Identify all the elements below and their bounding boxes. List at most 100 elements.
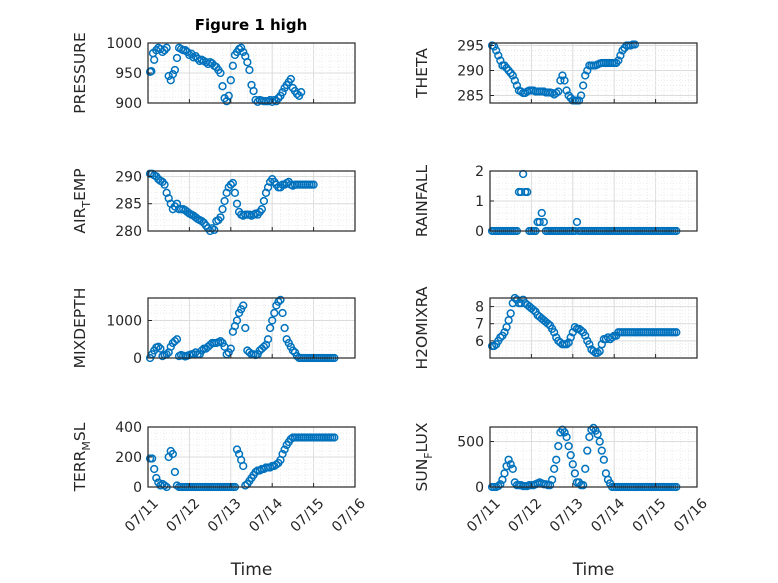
data-point <box>616 51 625 60</box>
data-point <box>228 178 238 188</box>
data-point <box>147 454 157 463</box>
data-point <box>508 71 517 80</box>
data-point <box>597 340 606 349</box>
data-point <box>496 480 505 489</box>
data-point <box>152 473 161 483</box>
data-point <box>170 336 180 346</box>
y-axis-label: H2OMIXRA <box>413 286 431 369</box>
data-point <box>585 432 594 442</box>
y-axis-label-sub: T <box>80 201 93 209</box>
y-axis-label-suffix: LUX <box>413 422 431 452</box>
y-tick-label: 0 <box>475 480 484 496</box>
y-tick-label: 290 <box>115 169 142 185</box>
data-point <box>583 446 592 455</box>
y-tick-label: 285 <box>115 197 142 213</box>
data-point <box>292 89 302 99</box>
data-point <box>191 52 200 61</box>
data-point <box>550 464 559 473</box>
data-point <box>278 88 287 97</box>
terr-msl-subplot: 0 200 400 07/11 07/12 07/13 07/14 07/15 07/16 TER… <box>71 420 369 580</box>
data-point <box>259 342 269 351</box>
data-point <box>579 481 588 490</box>
y-tick-label: 1000 <box>106 36 142 52</box>
data-point <box>330 433 339 442</box>
data-point <box>268 316 277 325</box>
data-point <box>197 346 206 355</box>
data-point <box>232 445 242 454</box>
data-point <box>562 86 571 95</box>
data-point <box>607 333 617 342</box>
theta-series <box>487 40 640 105</box>
x-axis-label: Time <box>230 560 273 580</box>
data-point <box>489 341 499 351</box>
data-point <box>278 449 287 459</box>
x-tick-label: 07/16 <box>329 496 369 536</box>
data-point <box>158 47 167 57</box>
data-point <box>237 43 246 52</box>
data-point <box>150 55 159 64</box>
plot-area <box>148 298 355 358</box>
data-point <box>585 340 594 349</box>
data-point <box>630 40 640 49</box>
data-point <box>506 460 515 469</box>
data-point <box>494 51 503 60</box>
data-point <box>172 335 182 344</box>
data-point <box>172 53 182 63</box>
data-point <box>216 68 225 78</box>
data-point <box>614 56 623 65</box>
y-axis-label-main: RAINFALL <box>413 164 431 237</box>
data-point <box>278 308 287 318</box>
data-point <box>210 225 219 235</box>
data-point <box>162 43 171 52</box>
pressure-series <box>145 43 306 106</box>
y-tick-label: 295 <box>457 39 484 55</box>
y-tick-label: 285 <box>457 89 484 105</box>
data-point <box>562 432 571 442</box>
data-point <box>309 180 318 189</box>
x-tick-label: 07/15 <box>288 496 328 536</box>
data-point <box>535 217 544 227</box>
data-point <box>593 430 602 439</box>
y-tick-label: 7 <box>475 317 484 333</box>
data-point <box>208 224 217 233</box>
y-tick-label: 1 <box>475 194 484 210</box>
data-point <box>257 205 267 214</box>
y-axis-label: TERRMSL <box>71 422 93 492</box>
y-axis-label: MIXDEPTH <box>71 288 89 369</box>
y-axis-label-main: H2OMIXRA <box>413 286 431 369</box>
data-point <box>556 76 565 85</box>
x-tick-label: 07/14 <box>246 496 286 536</box>
y-axis-label: THETA <box>413 48 431 99</box>
y-tick-label: 200 <box>115 450 142 466</box>
data-point <box>160 46 169 55</box>
data-point <box>496 333 505 342</box>
x-tick-label: 07/13 <box>547 496 587 536</box>
y-axis-label-main: TERR <box>71 450 89 492</box>
air-temp-subplot: 280 285 290 AIRTEMP <box>71 168 356 240</box>
axes-box <box>489 42 698 104</box>
data-point <box>595 437 604 446</box>
data-point <box>170 467 180 477</box>
data-point <box>156 344 165 353</box>
data-point <box>232 199 242 208</box>
data-point <box>560 428 569 437</box>
plot-area <box>148 171 355 231</box>
data-point <box>226 76 235 85</box>
y-axis-label-suffix: EMP <box>71 168 89 201</box>
y-tick-label: 0 <box>133 351 142 367</box>
data-point <box>150 464 159 474</box>
data-point <box>220 196 229 206</box>
data-point <box>288 346 298 355</box>
data-point <box>170 65 180 75</box>
data-point <box>550 328 559 337</box>
data-point <box>239 461 248 471</box>
data-point <box>560 76 569 85</box>
data-point <box>230 188 240 197</box>
data-point <box>181 46 190 55</box>
data-point <box>216 213 225 222</box>
x-tick-label: 07/12 <box>505 496 545 536</box>
data-point <box>241 323 250 333</box>
data-point <box>576 326 586 335</box>
data-point <box>543 319 553 328</box>
